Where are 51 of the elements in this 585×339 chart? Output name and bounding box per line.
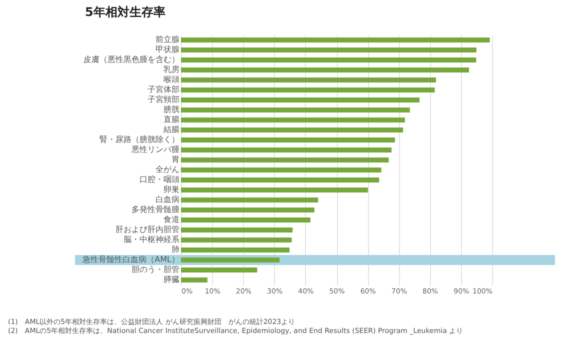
y-tick-label: 脳・中枢神経系 — [124, 235, 180, 244]
bar — [181, 278, 208, 282]
y-tick-label: 肝および肝内胆管 — [116, 225, 180, 234]
bar — [181, 188, 368, 192]
y-tick-label: 白血病 — [156, 195, 180, 204]
bar — [181, 158, 389, 162]
y-tick-label: 膀胱 — [164, 105, 180, 114]
y-tick-label: 乳房 — [164, 65, 180, 74]
y-tick-label: 腎・尿路（膀胱除く） — [100, 135, 180, 144]
bar — [181, 218, 310, 222]
y-tick-label: 食道 — [164, 215, 180, 224]
bar — [181, 248, 290, 252]
y-tick-label: 全がん — [156, 165, 180, 174]
bar — [181, 118, 405, 122]
y-tick-label: 甲状腺 — [156, 45, 180, 54]
bar — [181, 148, 392, 152]
y-tick-label: 悪性リンパ腫 — [130, 145, 180, 154]
chart-title: 5年相対生存率 — [85, 5, 166, 19]
y-tick-label: 前立腺 — [156, 35, 180, 44]
y-tick-label: 直腸 — [164, 115, 180, 124]
bar — [181, 128, 404, 132]
bar — [181, 88, 435, 92]
y-tick-label: 喉頭 — [164, 75, 180, 84]
bar — [181, 68, 469, 72]
y-tick-label: 胆のう・胆管 — [132, 265, 180, 274]
bar — [181, 208, 314, 212]
y-tick-label: 子宮体部 — [148, 85, 180, 94]
bar — [181, 228, 293, 232]
y-tick-label: 肺 — [172, 245, 180, 254]
bar — [181, 98, 420, 102]
bar — [181, 78, 436, 82]
y-tick-label: 子宮頸部 — [148, 95, 180, 104]
bar — [181, 198, 318, 202]
bar — [181, 108, 410, 112]
y-tick-label: 多発性骨髄腫 — [132, 205, 180, 214]
bar — [181, 168, 382, 172]
bar — [181, 138, 395, 142]
bar — [181, 48, 476, 52]
bar — [181, 58, 476, 62]
bar — [181, 268, 258, 272]
bar — [181, 238, 292, 242]
y-tick-label: 結腸 — [162, 125, 180, 134]
y-tick-label: 卵巣 — [164, 185, 180, 194]
bar — [181, 258, 280, 262]
y-tick-label: 急性骨髄性白血病（AML） — [82, 255, 180, 264]
y-tick-label: 胃 — [172, 155, 180, 164]
bar — [181, 38, 490, 42]
y-tick-label: 口腔・咽頭 — [140, 175, 180, 184]
bar — [181, 178, 380, 182]
y-tick-label: 膵臓 — [164, 275, 180, 284]
y-tick-label: 皮膚（悪性黒色腫を含む） — [84, 55, 180, 64]
